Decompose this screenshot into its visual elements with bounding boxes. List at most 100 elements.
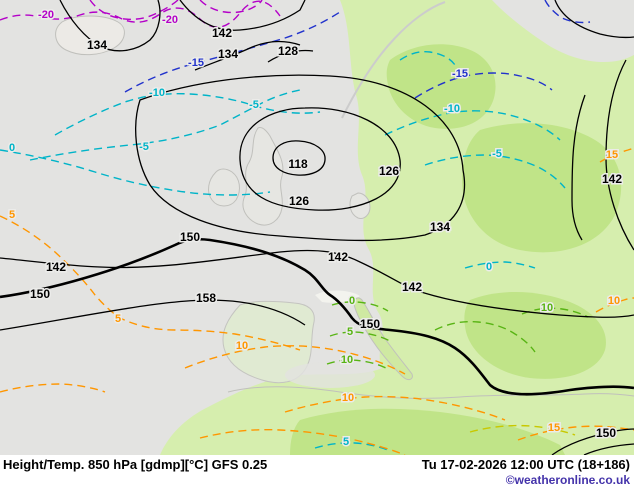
temp-contour-label: 15: [548, 422, 560, 434]
height-contour-134: [135, 74, 466, 242]
height-contour-labels: 134 142 134 128 118 126 126 134 142 142 …: [28, 25, 623, 442]
temp-contour-label: 10: [608, 295, 620, 307]
copyright-link[interactable]: ©weatheronline.co.uk: [505, 473, 630, 487]
height-contour-label: 150: [180, 230, 200, 244]
height-contour-label: 134: [87, 38, 107, 52]
temp-contour: [599, 147, 634, 163]
height-contour-label: 142: [328, 250, 348, 264]
temp-contour: [89, 0, 179, 21]
temp-contour: [0, 383, 106, 393]
temp-contour: [329, 331, 391, 342]
land-green-scandinavia: [386, 44, 496, 129]
temp-contour-label: 5: [9, 209, 15, 221]
map-canvas: 134 142 134 128 118 126 126 134 142 142 …: [0, 0, 634, 455]
temp-contour-label: 10: [341, 354, 353, 366]
height-contour-label: 150: [360, 317, 380, 331]
height-contour-142-main: [0, 249, 634, 318]
temp-contour: [521, 307, 589, 318]
temp-contour: [29, 89, 301, 161]
temp-contour-label: -10: [149, 87, 165, 99]
temp-contour: [384, 110, 561, 141]
height-contour-southeast-2: [583, 443, 634, 455]
temp-contour-label: 0: [486, 261, 492, 273]
weather-map: 134 142 134 128 118 126 126 134 142 142 …: [0, 0, 634, 455]
land-green-east-europe: [462, 123, 622, 253]
height-contour-label: 118: [288, 157, 308, 171]
temp-contour: [434, 320, 536, 353]
africa-coast: [227, 386, 634, 399]
temp-contour: [54, 93, 321, 136]
temp-contours-blue: [124, 0, 591, 99]
temp-contour-labels: -20 -20 -15 -15 -10 -5 -5 0 5 -10 -5 0 5…: [7, 8, 621, 450]
height-contour-label: 142: [602, 172, 622, 186]
temp-contour: [0, 215, 301, 351]
temp-contour-label: 15: [606, 149, 618, 161]
height-contour-label: 134: [218, 47, 238, 61]
height-contour-134-iceland: [59, 0, 161, 52]
height-contour-150-main: [0, 237, 634, 396]
temp-contour: [464, 261, 536, 269]
height-contour-top-right: [554, 0, 634, 39]
height-contour-label: 126: [289, 194, 309, 208]
west-med-sea: [285, 362, 375, 388]
land-temperature-shading: [160, 0, 634, 455]
temp-contour-label: -15: [188, 57, 204, 69]
ireland-coast: [208, 168, 240, 207]
norway-coast: [341, 1, 446, 119]
iceland-coast: [55, 15, 125, 56]
height-contour-128-top: [267, 49, 314, 63]
temp-contour-label: -5: [492, 148, 502, 160]
temp-contours-green: [326, 301, 589, 370]
temp-contour-label: 10: [541, 302, 553, 314]
temp-contour: [199, 0, 263, 14]
temp-contour: [0, 0, 281, 28]
temp-contour: [595, 297, 634, 313]
temp-contour: [326, 359, 389, 370]
temp-contour-label: 5: [347, 326, 353, 338]
temp-contour-label: -20: [162, 14, 178, 26]
temp-contour-label: 0: [9, 142, 15, 154]
temp-contour: [0, 149, 271, 196]
temp-contour: [199, 429, 406, 455]
temp-contour: [314, 442, 389, 451]
arctic-grey-area: [492, 0, 634, 63]
height-contour-142-east: [605, 59, 634, 251]
height-contour-label: 150: [30, 287, 50, 301]
temp-contour-label: -20: [38, 9, 54, 21]
temp-contours-cyan: [0, 50, 566, 451]
temp-contour: [331, 301, 389, 312]
temp-contour-label: 5: [115, 313, 121, 325]
caption-bar: Height/Temp. 850 hPa [gdmp][°C] GFS 0.25…: [0, 455, 634, 490]
italy-coast: [353, 297, 413, 381]
height-contour-158: [0, 299, 306, 331]
height-contour-label: 142: [46, 260, 66, 274]
height-contour-label: 128: [278, 44, 298, 58]
height-contour-118: [272, 140, 326, 176]
height-contour-150-southeast: [551, 428, 634, 455]
temp-contour-label: 5: [343, 436, 349, 448]
height-contour-label: 142: [212, 26, 232, 40]
temp-contour: [544, 0, 591, 24]
great-britain-coast: [242, 127, 284, 226]
chart-datetime: Tu 17-02-2026 12:00 UTC (18+186): [421, 457, 630, 472]
temp-contour-label: 10: [236, 340, 248, 352]
height-contour-label: 150: [596, 426, 616, 440]
temp-contour-label: -15: [452, 68, 468, 80]
height-contour-label: 142: [402, 280, 422, 294]
temp-contour-label: 10: [342, 392, 354, 404]
height-contour-142-top: [179, 0, 306, 31]
temp-contours-yellow: [469, 424, 576, 436]
temp-contours-magenta: [0, 0, 281, 28]
temp-contour-label: -10: [444, 103, 460, 115]
height-contour-label: 134: [430, 220, 450, 234]
height-contour-east-ridge: [571, 94, 586, 241]
temp-contour: [414, 72, 553, 99]
height-contour-126: [239, 107, 401, 211]
temp-contour-label: -5: [139, 141, 149, 153]
temp-contour: [124, 11, 341, 93]
height-contours: [0, 0, 634, 455]
chart-title: Height/Temp. 850 hPa [gdmp][°C] GFS 0.25: [3, 457, 268, 472]
height-contour-label: 158: [196, 291, 216, 305]
temp-contour-label: 0: [349, 295, 355, 307]
height-contour-label: 126: [379, 164, 399, 178]
